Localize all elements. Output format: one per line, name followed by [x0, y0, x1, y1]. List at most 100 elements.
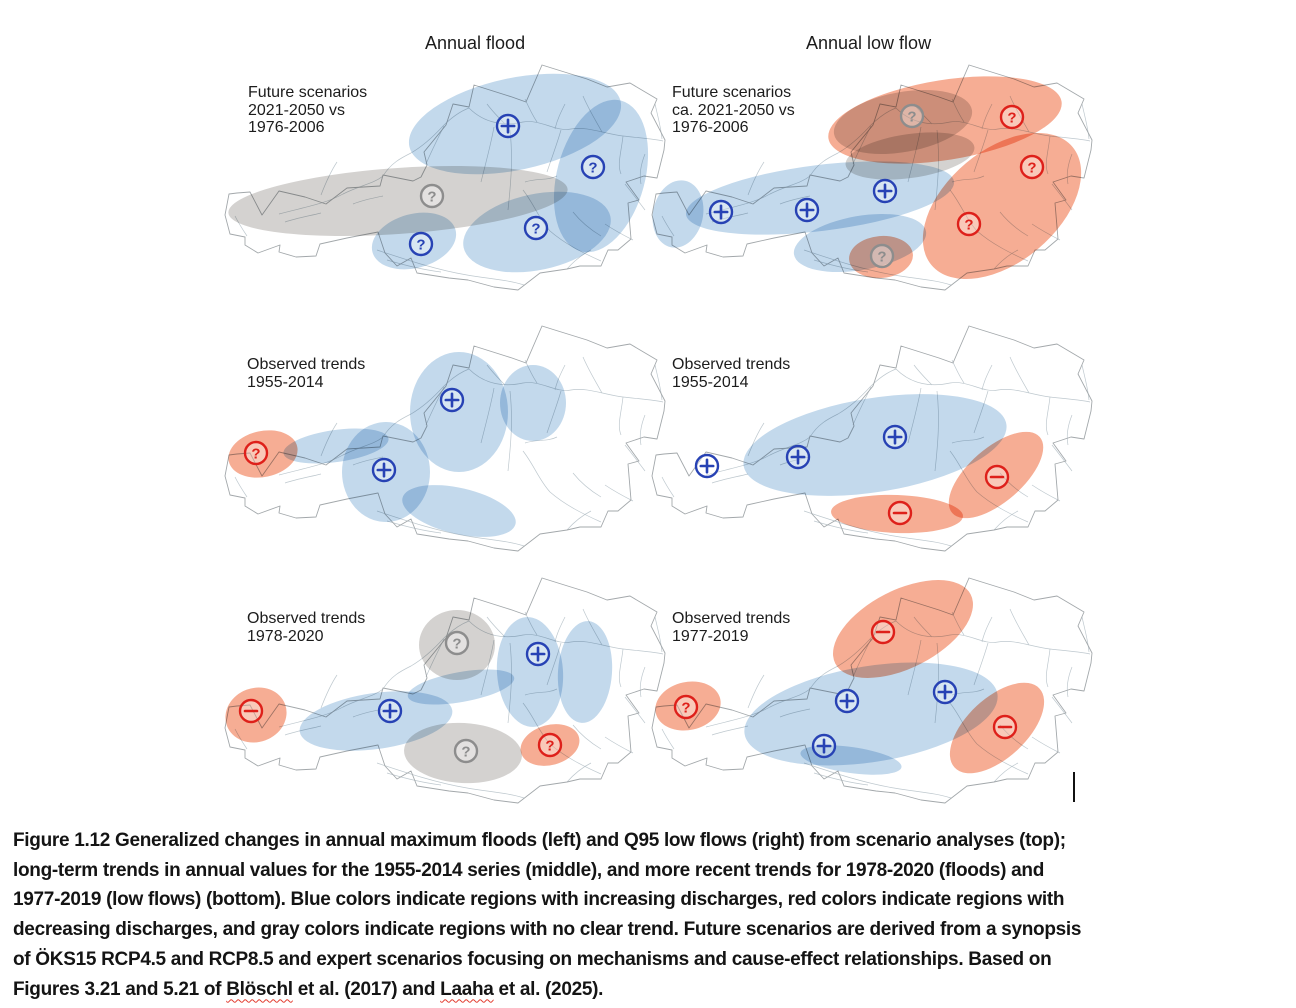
- plus-glyph: [713, 204, 729, 220]
- trend-region-decrease: [655, 681, 721, 731]
- trend-region-unclear: [404, 722, 522, 784]
- panel-label-flood-observed-1978: Observed trends 1978-2020: [247, 610, 365, 645]
- spellcheck-word: Laaha: [440, 978, 494, 1000]
- caption-text: et al. (2017) and: [292, 978, 441, 1000]
- plus-glyph: [376, 462, 392, 478]
- marker-circle: [956, 211, 982, 237]
- trend-region-decrease: [520, 724, 580, 766]
- panel-overlay-lowflow-observed-1955: [694, 394, 1044, 534]
- label-line: 1976-2006: [248, 119, 325, 136]
- marker-question: ?: [869, 243, 895, 269]
- question-glyph: ?: [545, 737, 554, 754]
- marker-circle: [523, 215, 549, 241]
- label-line: ca. 2021-2050 vs: [672, 101, 795, 119]
- column-header-annual-flood: Annual flood: [425, 33, 526, 53]
- label-line: Future scenarios: [672, 84, 792, 101]
- question-glyph: ?: [964, 216, 973, 233]
- marker-question: ?: [1019, 154, 1045, 180]
- marker-minus: [870, 619, 896, 645]
- marker-plus: [439, 387, 465, 413]
- marker-minus: [887, 500, 913, 526]
- question-glyph: ?: [427, 188, 436, 205]
- spellcheck-word: Blöschl: [226, 978, 293, 1000]
- marker-question: ?: [453, 738, 479, 764]
- label-line: 1955-2014: [672, 373, 749, 391]
- marker-circle: [673, 694, 699, 720]
- panel-overlay-lowflow-observed-1977: ?: [655, 580, 1045, 775]
- marker-circle: [408, 231, 434, 257]
- panel-label-lowflow-observed-1955: Observed trends 1955-2014: [672, 356, 790, 391]
- question-glyph: ?: [251, 445, 260, 462]
- caption-line: Figure 1.12 Generalized changes in annua…: [13, 830, 1066, 851]
- label-line: Observed trends: [672, 610, 791, 627]
- trend-region-increase: [407, 669, 515, 705]
- marker-plus: [811, 733, 837, 759]
- marker-circle: [580, 154, 606, 180]
- marker-circle: [1019, 154, 1045, 180]
- question-glyph: ?: [531, 220, 540, 237]
- marker-question: ?: [999, 104, 1025, 130]
- question-glyph: ?: [461, 743, 470, 760]
- trend-region-increase: [500, 365, 566, 441]
- marker-plus: [882, 424, 908, 450]
- marker-plus: [834, 688, 860, 714]
- marker-question: ?: [523, 215, 549, 241]
- marker-minus: [238, 698, 264, 724]
- text-caret: [1073, 772, 1075, 802]
- marker-circle: [444, 630, 470, 656]
- figure-caption: Figure 1.12 Generalized changes in annua…: [13, 826, 1081, 1004]
- plus-glyph: [790, 449, 806, 465]
- trend-region-increase: [743, 394, 1007, 496]
- marker-circle: [999, 104, 1025, 130]
- trend-region-increase: [800, 745, 902, 775]
- trend-region-decrease: [225, 687, 287, 743]
- marker-circle: [419, 183, 445, 209]
- panel-label-lowflow-observed-1977: Observed trends 1977-2019: [672, 610, 790, 645]
- label-line: Observed trends: [672, 356, 791, 373]
- marker-plus: [872, 178, 898, 204]
- marker-question: ?: [243, 440, 269, 466]
- plus-glyph: [937, 684, 953, 700]
- marker-plus: [794, 197, 820, 223]
- caption-line: 1977-2019 (low flows) (bottom). Blue col…: [13, 889, 1065, 911]
- trend-region-increase: [652, 180, 704, 248]
- plus-glyph: [799, 202, 815, 218]
- marker-question: ?: [580, 154, 606, 180]
- question-glyph: ?: [877, 248, 886, 265]
- label-line: Observed trends: [247, 610, 366, 627]
- trend-region-increase: [402, 485, 516, 537]
- label-line: 1955-2014: [247, 373, 324, 391]
- trend-region-increase: [463, 191, 611, 273]
- panel-label-flood-future: Future scenarios 2021-2050 vs 1976-2006: [248, 84, 367, 137]
- caption-line: of ÖKS15 RCP4.5 and RCP8.5 and expert sc…: [13, 948, 1052, 970]
- label-line: 1978-2020: [247, 627, 324, 645]
- trend-region-increase: [410, 352, 508, 472]
- label-line: Observed trends: [247, 356, 366, 373]
- panel-overlay-lowflow-future: ?????: [652, 76, 1082, 280]
- marker-question: ?: [408, 231, 434, 257]
- marker-circle: [869, 243, 895, 269]
- marker-plus: [525, 641, 551, 667]
- question-glyph: ?: [907, 108, 916, 125]
- plus-glyph: [887, 429, 903, 445]
- caption-text: Figures 3.21 and 5.21 of: [13, 978, 227, 1000]
- marker-question: ?: [537, 732, 563, 758]
- marker-question: ?: [673, 694, 699, 720]
- trend-region-increase: [557, 621, 613, 723]
- marker-plus: [785, 444, 811, 470]
- trend-region-unclear: [419, 610, 495, 680]
- trend-region-increase: [371, 212, 457, 270]
- marker-plus: [495, 113, 521, 139]
- plus-glyph: [382, 703, 398, 719]
- trend-region-decrease: [228, 430, 298, 478]
- label-line: 1977-2019: [672, 627, 749, 645]
- marker-circle: [537, 732, 563, 758]
- panel-overlay-flood-observed-1955: ?: [228, 352, 566, 537]
- marker-circle: [453, 738, 479, 764]
- plus-glyph: [444, 392, 460, 408]
- caption-text: et al. (2025).: [493, 978, 604, 1000]
- marker-question: ?: [419, 183, 445, 209]
- marker-question: ?: [956, 211, 982, 237]
- marker-plus: [708, 199, 734, 225]
- question-glyph: ?: [588, 159, 597, 176]
